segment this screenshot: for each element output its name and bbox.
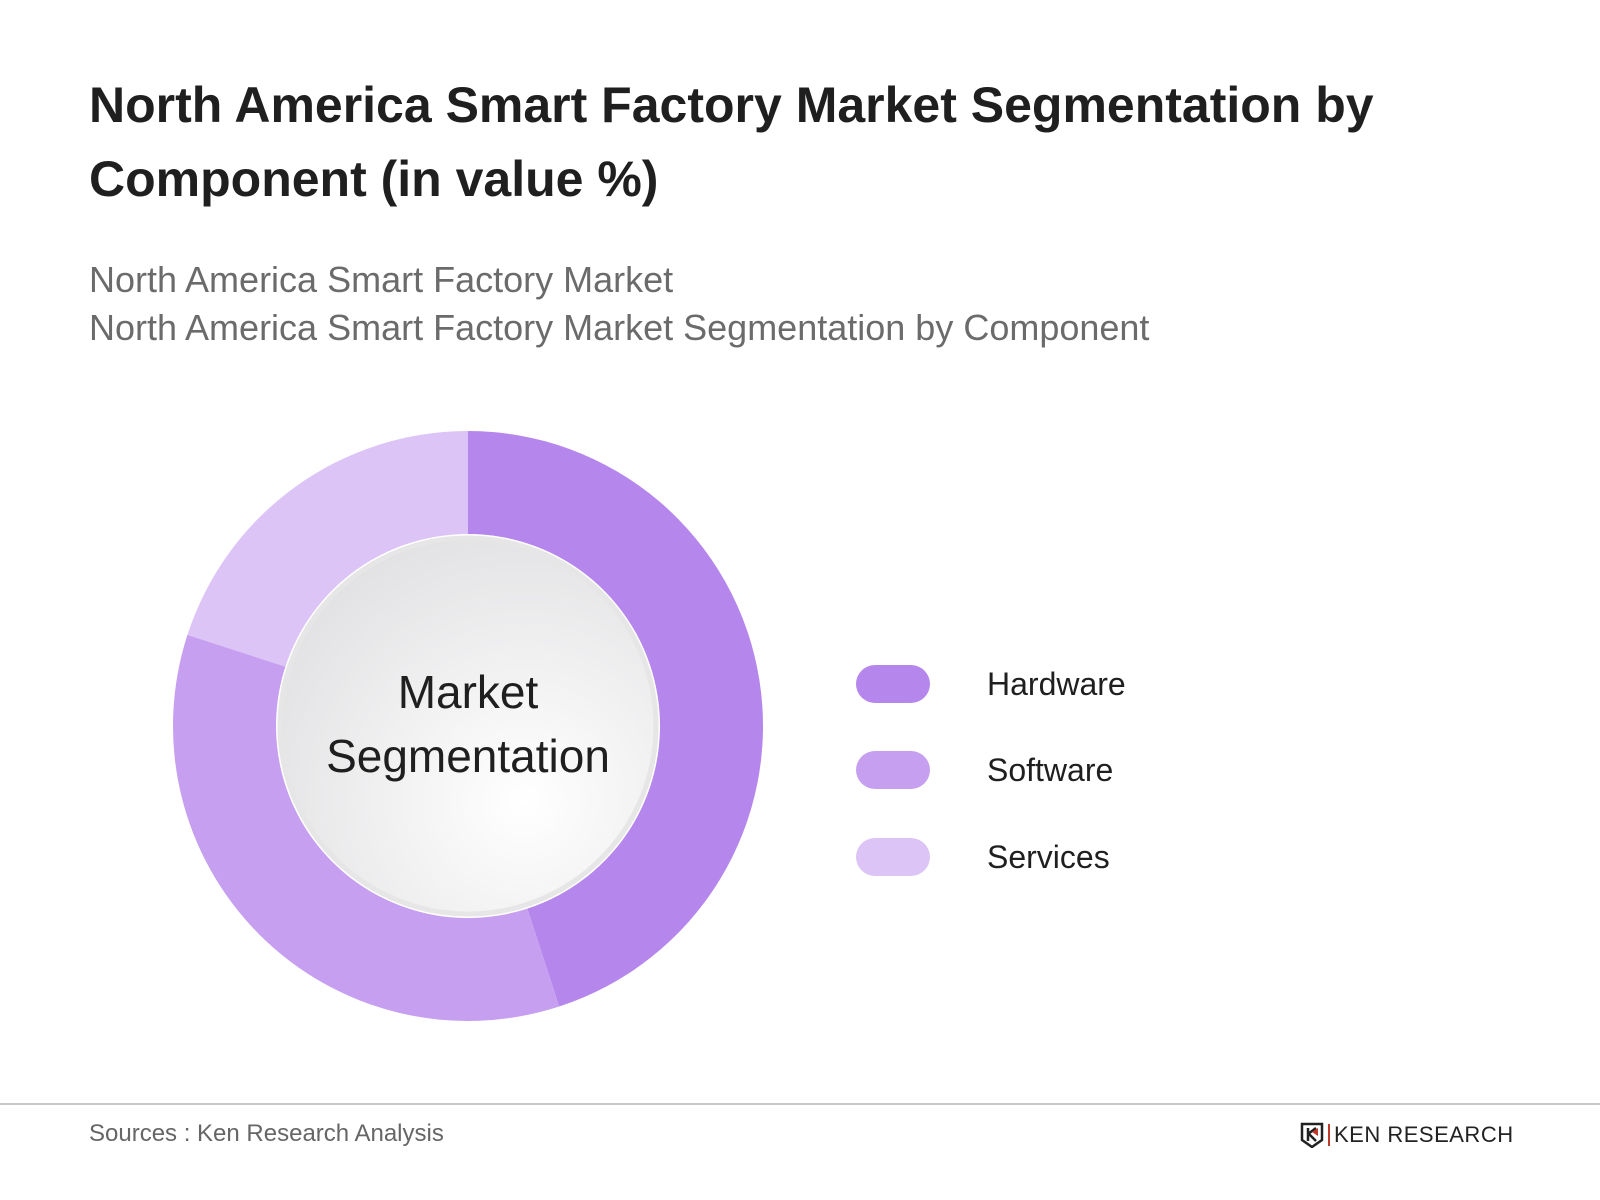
ken-research-logo: KEN RESEARCH: [1300, 1122, 1514, 1148]
legend-label: Services: [987, 838, 1110, 875]
legend-label: Hardware: [987, 665, 1126, 702]
slice-services: [187, 431, 468, 667]
chart-title: North America Smart Factory Market Segme…: [89, 77, 1374, 207]
legend-swatch: [856, 665, 930, 703]
source-note: Sources : Ken Research Analysis: [89, 1120, 444, 1147]
legend-label: Software: [987, 751, 1114, 788]
legend-swatch: [856, 838, 930, 876]
legend-item-hardware: Hardware: [856, 665, 1126, 703]
slice-software: [172, 634, 560, 1021]
legend-item-software: Software: [856, 751, 1113, 789]
logo-icon: [1300, 1122, 1324, 1148]
center-circle: [277, 535, 659, 917]
donut-chart: [172, 431, 763, 1021]
subtitle-2: North America Smart Factory Market Segme…: [89, 307, 1150, 348]
subtitle-1: North America Smart Factory Market: [89, 259, 674, 300]
slice-hardware: [468, 431, 763, 1007]
center-label: Market Segmentation: [326, 666, 610, 782]
logo-text: KEN RESEARCH: [1334, 1122, 1514, 1147]
legend-swatch: [856, 751, 930, 789]
footer-divider: [0, 1103, 1600, 1105]
legend-item-services: Services: [856, 838, 1110, 876]
